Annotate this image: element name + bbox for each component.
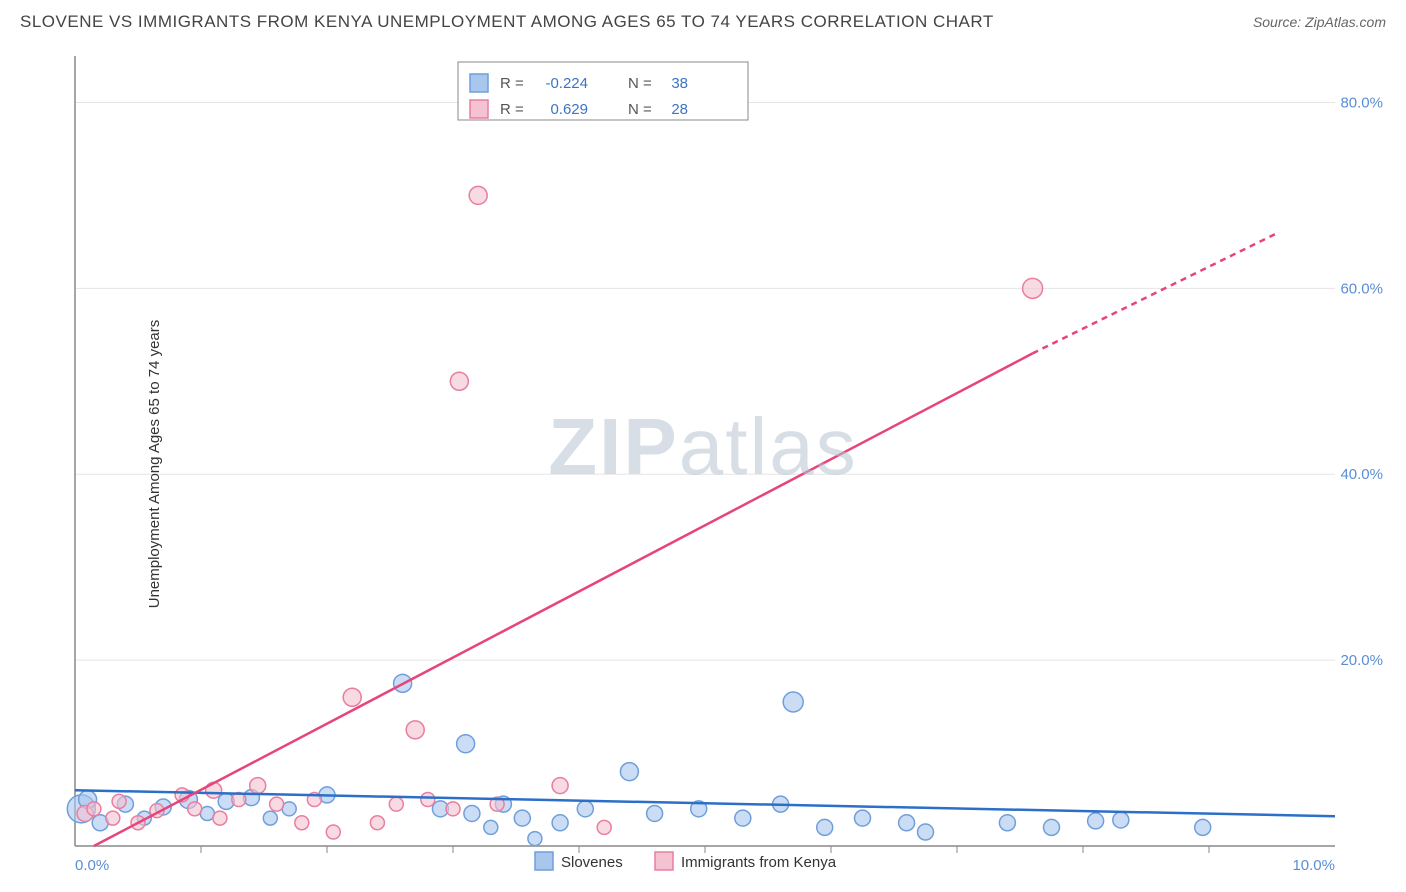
data-point xyxy=(469,186,487,204)
y-axis-label: Unemployment Among Ages 65 to 74 years xyxy=(146,320,163,609)
legend-r-value: 0.629 xyxy=(550,101,588,118)
data-point xyxy=(106,811,120,825)
y-tick-label: 40.0% xyxy=(1340,466,1383,483)
data-point xyxy=(464,805,480,821)
data-point xyxy=(817,819,833,835)
trend-line xyxy=(94,353,1033,846)
data-point xyxy=(389,797,403,811)
data-point xyxy=(514,810,530,826)
data-point xyxy=(206,782,222,798)
legend-label: Immigrants from Kenya xyxy=(681,854,837,871)
data-point xyxy=(112,794,126,808)
y-tick-label: 20.0% xyxy=(1340,652,1383,669)
data-point xyxy=(597,820,611,834)
legend-n-value: 38 xyxy=(671,75,688,92)
data-point xyxy=(326,825,340,839)
legend-r-label: R = xyxy=(500,101,524,118)
data-point xyxy=(270,797,284,811)
legend-label: Slovenes xyxy=(561,854,623,871)
data-point xyxy=(213,811,227,825)
chart-title: SLOVENE VS IMMIGRANTS FROM KENYA UNEMPLO… xyxy=(20,12,994,32)
data-point xyxy=(855,810,871,826)
correlation-chart: 0.0% 10.0% 20.0% 40.0% 60.0% 80.0% R = -0.224 N … xyxy=(20,46,1386,882)
legend-swatch xyxy=(470,100,488,118)
legend-n-label: N = xyxy=(628,75,652,92)
data-point xyxy=(552,778,568,794)
data-point xyxy=(457,735,475,753)
y-tick-label: 80.0% xyxy=(1340,94,1383,111)
data-point xyxy=(647,805,663,821)
data-point xyxy=(484,820,498,834)
legend-n-label: N = xyxy=(628,101,652,118)
data-point xyxy=(735,810,751,826)
x-tick-label: 10.0% xyxy=(1292,857,1335,874)
data-point xyxy=(343,688,361,706)
data-point xyxy=(528,832,542,846)
legend-n-value: 28 xyxy=(671,101,688,118)
data-point xyxy=(1023,278,1043,298)
legend-r-label: R = xyxy=(500,75,524,92)
data-point xyxy=(918,824,934,840)
legend-r-value: -0.224 xyxy=(545,75,588,92)
data-point xyxy=(1088,813,1104,829)
data-point xyxy=(783,692,803,712)
data-point xyxy=(1044,819,1060,835)
data-point xyxy=(421,793,435,807)
legend-swatch xyxy=(470,74,488,92)
data-point xyxy=(263,811,277,825)
data-point xyxy=(577,801,593,817)
data-point xyxy=(1195,819,1211,835)
x-tick-label: 0.0% xyxy=(75,857,109,874)
data-point xyxy=(999,815,1015,831)
data-point xyxy=(370,816,384,830)
y-tick-label: 60.0% xyxy=(1340,280,1383,297)
data-point xyxy=(295,816,309,830)
data-point xyxy=(899,815,915,831)
data-point xyxy=(446,802,460,816)
trend-line-extrapolated xyxy=(1033,233,1279,354)
data-point xyxy=(250,778,266,794)
data-point xyxy=(188,802,202,816)
legend-swatch xyxy=(655,852,673,870)
data-point xyxy=(406,721,424,739)
data-point xyxy=(552,815,568,831)
data-point xyxy=(87,802,101,816)
legend-swatch xyxy=(535,852,553,870)
data-point xyxy=(620,763,638,781)
source-label: Source: ZipAtlas.com xyxy=(1253,14,1386,30)
data-point xyxy=(1113,812,1129,828)
data-point xyxy=(450,372,468,390)
